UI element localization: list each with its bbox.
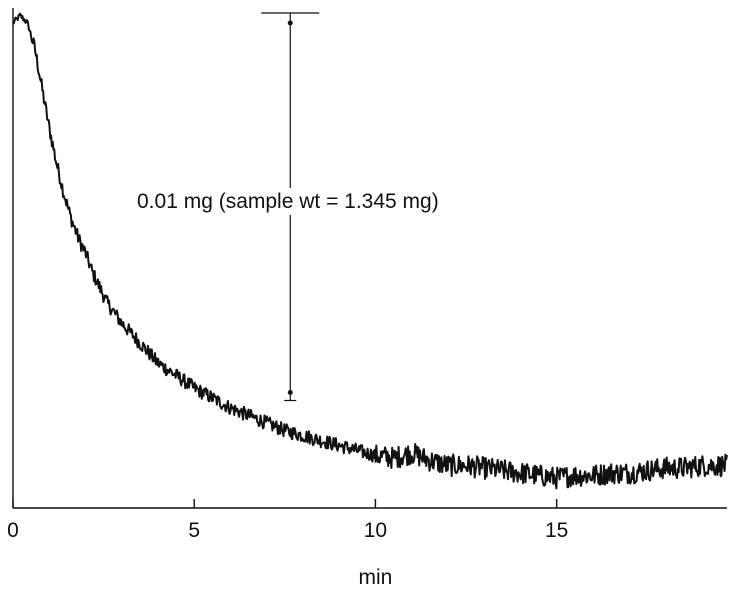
x-tick-label-5: 5 (188, 519, 200, 542)
scale-bar-bottom-dot (287, 390, 293, 395)
x-axis-label: min (359, 566, 393, 589)
annotation-background (134, 188, 442, 215)
scale-bar-top-dot (287, 20, 293, 26)
x-ticks (12, 499, 558, 508)
axes (12, 8, 727, 509)
scale-annotation: 0.01 mg (sample wt = 1.345 mg) (137, 190, 439, 213)
x-tick-label-10: 10 (364, 519, 387, 542)
x-tick-label-15: 15 (545, 519, 568, 542)
x-tick-label-0: 0 (7, 519, 19, 542)
x-tick-labels: 0 5 10 15 (7, 519, 568, 542)
series-line-trace (12, 12, 728, 490)
